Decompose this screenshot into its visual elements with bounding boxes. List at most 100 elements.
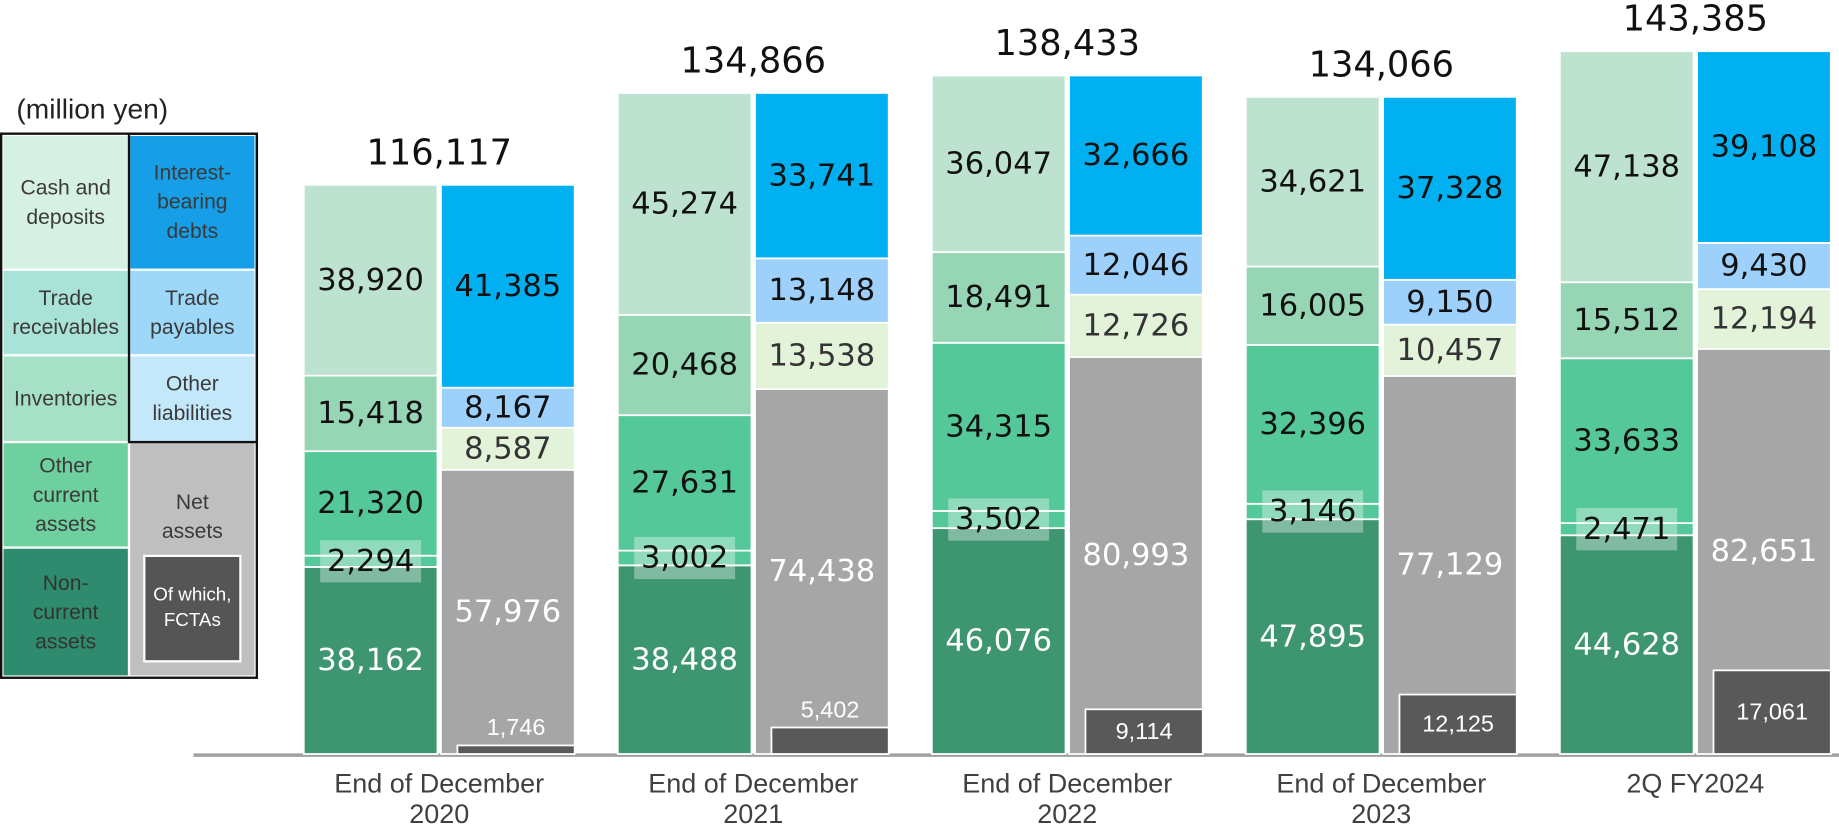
data-label: 2,294	[327, 544, 414, 579]
bar-segment	[1558, 534, 1695, 755]
bar-segment	[930, 74, 1067, 254]
data-label: 47,895	[1259, 619, 1366, 654]
bar-segment	[616, 92, 753, 316]
legend-entry: Cash and deposits	[2, 134, 130, 270]
data-label: 12,726	[1083, 308, 1190, 343]
bar-segment	[1244, 518, 1381, 755]
data-label: 12,046	[1083, 248, 1190, 283]
data-label: 15,418	[317, 396, 424, 431]
legend-entry: Of which, FCTAs	[143, 554, 242, 663]
data-label: 3,502	[955, 502, 1042, 537]
data-label: 34,315	[945, 410, 1052, 445]
bar-segment	[754, 388, 890, 755]
data-label: 80,993	[1083, 538, 1190, 573]
data-label: 27,631	[631, 466, 738, 501]
bar-segment	[1696, 242, 1832, 290]
bar-segment	[302, 374, 439, 453]
bar-segment	[1696, 50, 1832, 244]
data-label: 21,320	[317, 486, 424, 521]
bar-segment	[754, 257, 890, 324]
unit-label: (million yen)	[16, 93, 169, 126]
data-label: 38,162	[317, 643, 424, 678]
data-label: 10,457	[1397, 333, 1504, 368]
data-label: 33,633	[1573, 423, 1680, 458]
bar-segment	[1244, 95, 1381, 268]
bar-segment	[616, 414, 753, 552]
data-label: 16,005	[1259, 288, 1366, 323]
legend-entry: Other current assets	[2, 442, 130, 548]
data-label: 39,108	[1711, 130, 1818, 165]
data-label: 15,512	[1573, 303, 1680, 338]
subset-bar	[1398, 693, 1518, 755]
x-tick-label: 2Q FY2024	[1626, 768, 1765, 799]
bar-segment	[616, 313, 753, 417]
data-label: 9,430	[1720, 249, 1807, 284]
data-label: 47,138	[1573, 149, 1680, 184]
subset-label: 12,125	[1422, 711, 1494, 737]
bar-segment	[1696, 288, 1832, 350]
bar-segment	[930, 527, 1067, 755]
x-tick-label: End of December 2021	[648, 768, 859, 829]
bar-segment	[1558, 50, 1695, 284]
subset-label: 17,061	[1736, 699, 1808, 725]
data-label: 77,129	[1397, 548, 1504, 583]
bar-segment	[440, 426, 576, 471]
subset-bar	[770, 726, 890, 755]
subset-label: 1,746	[487, 714, 546, 740]
bar-segment	[1382, 323, 1518, 377]
total-label: 134,866	[681, 40, 826, 81]
data-label: 2,471	[1583, 512, 1670, 547]
data-label: 3,002	[641, 541, 728, 576]
bar-segment	[1068, 356, 1204, 755]
data-label: 37,328	[1397, 171, 1504, 206]
data-label: 46,076	[945, 624, 1052, 659]
total-label: 138,433	[995, 23, 1140, 64]
label-box	[1576, 508, 1678, 551]
data-label: 33,741	[769, 158, 876, 193]
bar-segment	[1382, 375, 1518, 755]
data-label: 38,920	[317, 263, 424, 298]
data-label: 12,194	[1711, 302, 1818, 337]
data-label: 32,396	[1259, 407, 1366, 442]
bar-segment	[1068, 293, 1204, 358]
data-label: 18,491	[945, 280, 1052, 315]
legend-entry: Trade payables	[129, 269, 256, 356]
data-label: 9,150	[1406, 285, 1493, 320]
data-label: 82,651	[1711, 534, 1818, 569]
bar-segment	[1244, 344, 1381, 505]
data-label: 34,621	[1259, 164, 1366, 199]
legend-entry: Trade receivables	[2, 269, 130, 356]
x-tick-label: End of December 2020	[334, 768, 545, 829]
bar-segment	[440, 183, 576, 389]
subset-bar	[1712, 669, 1832, 755]
bar-segment	[1558, 357, 1695, 525]
data-label: 13,538	[769, 339, 876, 374]
data-label: 41,385	[454, 269, 561, 304]
label-box	[948, 498, 1050, 541]
data-label: 38,488	[631, 642, 738, 677]
data-label: 13,148	[769, 273, 876, 308]
bar-segment	[302, 183, 439, 377]
total-label: 143,385	[1623, 0, 1768, 40]
bar-segment	[754, 92, 890, 260]
bar-segment	[616, 564, 753, 755]
data-label: 57,976	[454, 595, 561, 630]
subset-bar	[456, 744, 576, 755]
bar-segment	[1382, 278, 1518, 326]
subset-bar	[1084, 708, 1204, 755]
total-label: 116,117	[366, 132, 511, 173]
data-label: 36,047	[945, 146, 1052, 181]
bar-segment	[1068, 74, 1204, 237]
data-label: 20,468	[631, 348, 738, 383]
legend-entry: Interest-bearing debts	[129, 134, 256, 270]
bar-segment	[440, 386, 576, 429]
label-box	[1262, 490, 1364, 533]
data-label: 8,167	[464, 390, 551, 425]
data-label: 32,666	[1083, 138, 1190, 173]
data-label: 8,587	[464, 431, 551, 466]
x-tick-label: End of December 2023	[1276, 768, 1487, 829]
label-box	[320, 540, 422, 583]
